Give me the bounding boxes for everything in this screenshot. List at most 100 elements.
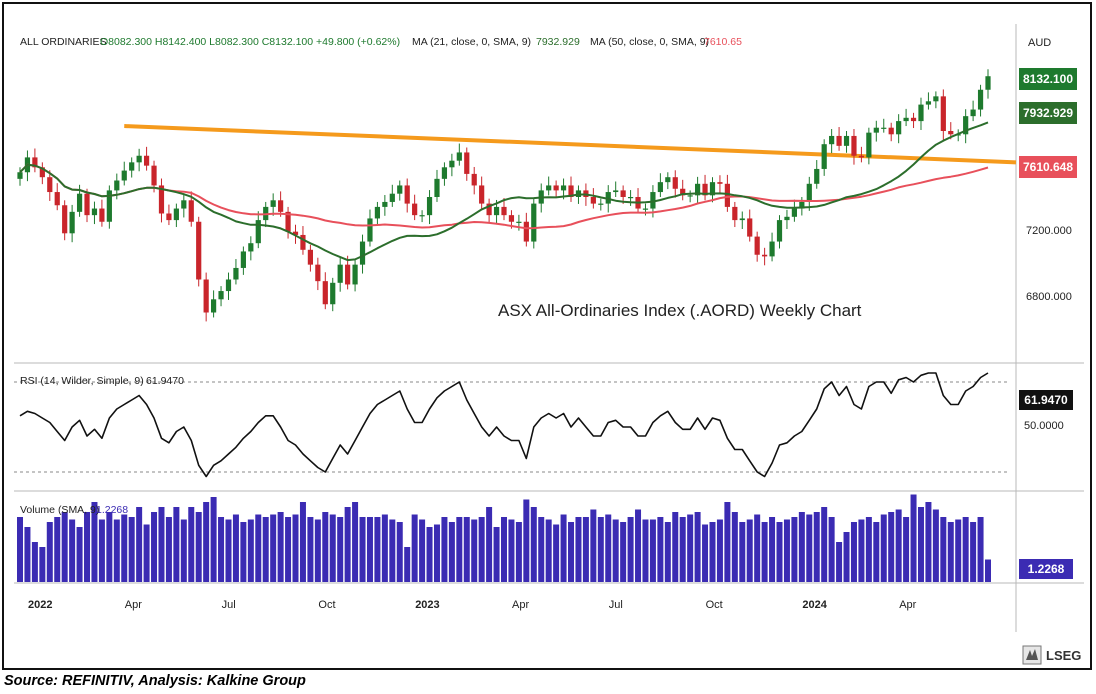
volume-bar bbox=[724, 502, 731, 582]
volume-bar bbox=[776, 522, 783, 582]
candle-body bbox=[598, 203, 604, 205]
volume-bar bbox=[620, 522, 627, 582]
ma21-line bbox=[19, 121, 989, 262]
volume-bar bbox=[932, 509, 939, 582]
volume-bar bbox=[299, 502, 306, 582]
candle-body bbox=[672, 177, 678, 189]
volume-bar bbox=[121, 514, 128, 582]
candle-body bbox=[397, 185, 403, 194]
volume-bar bbox=[828, 517, 835, 582]
volume-bar bbox=[247, 519, 254, 582]
candle-body bbox=[203, 279, 209, 313]
candle-body bbox=[158, 185, 165, 214]
candle-body bbox=[493, 206, 500, 216]
volume-bar bbox=[783, 519, 790, 582]
candle-body bbox=[709, 182, 716, 196]
candle-body bbox=[933, 96, 939, 102]
rsi-panel bbox=[19, 372, 989, 478]
volume-bar bbox=[17, 517, 23, 582]
volume-bar bbox=[232, 514, 239, 582]
volume-bar bbox=[411, 514, 418, 582]
volume-bar bbox=[255, 514, 262, 582]
candle-body bbox=[315, 264, 321, 282]
volume-bar bbox=[31, 542, 38, 582]
candle-body bbox=[211, 299, 217, 313]
volume-header-value: 1.2268 bbox=[96, 504, 128, 516]
ma50-line bbox=[19, 163, 989, 230]
candle-body bbox=[754, 236, 760, 255]
candle-body bbox=[285, 211, 291, 232]
candle-body bbox=[337, 264, 343, 283]
volume-bar bbox=[493, 527, 500, 582]
volume-bar bbox=[605, 514, 612, 582]
volume-bar bbox=[203, 502, 210, 582]
volume-bar bbox=[433, 524, 440, 582]
candle-body bbox=[278, 200, 284, 212]
volume-bar bbox=[910, 494, 917, 582]
volume-bar bbox=[180, 519, 187, 582]
volume-bar bbox=[590, 509, 597, 582]
candle-body bbox=[225, 279, 232, 292]
volume-bar bbox=[977, 517, 984, 582]
volume-bar bbox=[515, 522, 522, 582]
lseg-logo-icon bbox=[1022, 645, 1042, 665]
volume-bar bbox=[210, 497, 217, 582]
header-ohlc: O8082.300 H8142.400 L8082.300 C8132.100 … bbox=[100, 36, 400, 48]
volume-bar bbox=[188, 507, 195, 582]
candle-body bbox=[32, 157, 38, 168]
volume-bar bbox=[277, 512, 284, 582]
volume-bar bbox=[441, 517, 448, 582]
candle-body bbox=[218, 291, 224, 300]
volume-bar bbox=[463, 517, 470, 582]
candle-body bbox=[843, 135, 850, 146]
candle-body bbox=[948, 131, 954, 135]
volume-bar bbox=[791, 517, 798, 582]
candle-body bbox=[471, 173, 477, 186]
candle-body bbox=[687, 195, 693, 197]
volume-bar bbox=[165, 517, 172, 582]
x-tick-label: 2023 bbox=[415, 599, 439, 611]
candle-body bbox=[173, 208, 179, 221]
header-ma50-label: MA (50, close, 0, SMA, 9) bbox=[590, 36, 709, 48]
candle-body bbox=[508, 215, 515, 222]
volume-bar bbox=[970, 522, 977, 582]
price-panel bbox=[17, 69, 1017, 322]
price-tick-7200: 7200.000 bbox=[1026, 225, 1072, 237]
volume-bar bbox=[106, 512, 113, 582]
candle-body bbox=[873, 127, 879, 133]
candle-body bbox=[300, 234, 306, 250]
volume-bar bbox=[731, 512, 738, 582]
candle-body bbox=[814, 168, 820, 184]
candle-body bbox=[151, 165, 157, 186]
volume-bar bbox=[54, 517, 61, 582]
candle-body bbox=[546, 185, 552, 191]
candle-body bbox=[307, 249, 313, 265]
volume-bar bbox=[314, 519, 321, 582]
volume-bar bbox=[456, 517, 463, 582]
volume-value-label: 1.2268 bbox=[1028, 562, 1065, 576]
chart-annotation: ASX All-Ordinaries Index (.AORD) Weekly … bbox=[498, 301, 862, 320]
candle-body bbox=[270, 200, 276, 207]
candle-body bbox=[762, 254, 768, 257]
header-ma21-label: MA (21, close, 0, SMA, 9) bbox=[412, 36, 531, 48]
volume-bar bbox=[702, 524, 709, 582]
volume-bar bbox=[687, 514, 694, 582]
volume-bar bbox=[46, 522, 53, 582]
candle-body bbox=[970, 109, 976, 117]
candle-body bbox=[866, 132, 872, 158]
candle-body bbox=[434, 178, 440, 197]
volume-bar bbox=[61, 512, 68, 582]
volume-bar bbox=[873, 522, 880, 582]
volume-bar bbox=[69, 519, 76, 582]
candle-body bbox=[412, 203, 418, 216]
candle-body bbox=[39, 167, 45, 178]
candle-body bbox=[881, 127, 887, 129]
volume-bar bbox=[143, 524, 150, 582]
x-tick-label: 2022 bbox=[28, 599, 52, 611]
volume-bar bbox=[843, 532, 850, 582]
candle-body bbox=[732, 206, 738, 221]
candle-body bbox=[940, 96, 946, 131]
candle-body bbox=[858, 155, 865, 158]
volume-bar bbox=[374, 517, 381, 582]
candle-body bbox=[181, 200, 187, 209]
